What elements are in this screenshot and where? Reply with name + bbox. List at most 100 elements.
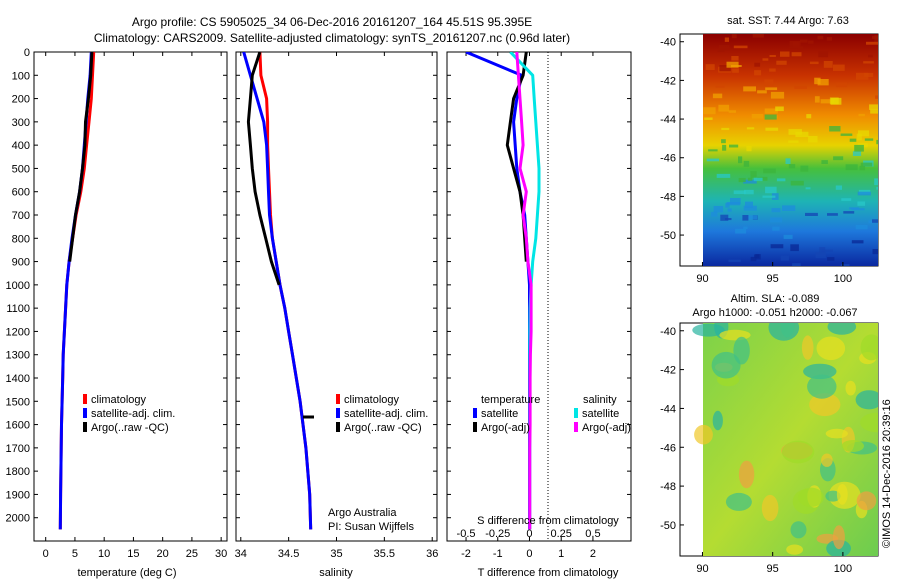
sst-texture-cell <box>754 254 760 258</box>
lat-tick-label: -48 <box>660 481 676 493</box>
legend-label-satellite: satellite-adj. clim. <box>91 408 175 420</box>
sst-texture-cell <box>863 61 874 64</box>
x-tick-label: 0 <box>526 548 532 560</box>
temperature-axes-box <box>33 51 228 542</box>
x-tick-label: -2 <box>461 548 471 560</box>
sst-texture-cell <box>757 90 767 94</box>
sst-texture-cell <box>771 208 781 213</box>
lon-tick-label: 100 <box>834 273 852 285</box>
sst-texture-cell <box>721 127 730 131</box>
sst-texture-cell <box>864 72 874 77</box>
sst-map-axes-ticks: -40 -42 -44 -46 -48 -50 90 95 100 <box>660 37 852 285</box>
legend-label-temp-argo: Argo(-adj) <box>481 422 530 434</box>
legend-label-sal-argo: Argo(-adj) <box>582 422 631 434</box>
sst-texture-cell <box>840 133 853 136</box>
sst-texture-cell <box>719 65 731 72</box>
figure-title-line1: Argo profile: CS 5905025_34 06-Dec-2016 … <box>132 15 532 29</box>
lon-tick-label: 90 <box>696 563 708 575</box>
x-tick-label: 15 <box>127 548 139 560</box>
sst-texture-cell <box>826 37 832 41</box>
sst-texture-cell <box>817 79 829 86</box>
sla-texture-blob <box>845 380 856 396</box>
salinity-panel: 34 34.5 35 35.5 36 salinity climatology sate… <box>235 51 438 579</box>
sst-texture-cell <box>806 114 812 119</box>
x-tick-label: 35 <box>330 548 342 560</box>
sst-texture-cell <box>797 46 804 51</box>
sst-texture-cell <box>706 158 720 162</box>
sst-texture-cell <box>859 165 866 171</box>
sst-texture-cell <box>772 226 780 231</box>
sst-texture-cell <box>764 108 778 114</box>
sst-texture-cell <box>808 40 814 44</box>
sla-texture-blob <box>798 487 824 507</box>
sst-texture-cell <box>780 255 789 261</box>
sst-texture-cell <box>849 207 860 210</box>
sst-texture-cell <box>872 219 878 223</box>
sla-texture-blob <box>855 390 878 410</box>
sst-texture-cell <box>738 177 746 183</box>
sla-texture-blob <box>825 490 841 502</box>
sst-texture-cell <box>849 138 857 142</box>
sst-texture-cell <box>876 139 878 145</box>
x-tick-label: 36 <box>426 548 438 560</box>
lat-tick-label: -50 <box>660 230 676 242</box>
sst-texture-cell <box>763 168 776 174</box>
temperature-line-argo-raw-qc <box>68 52 94 262</box>
depth-tick-label: 1700 <box>6 443 30 455</box>
legend-title-temperature: temperature <box>481 394 540 406</box>
sst-texture-cell <box>805 212 818 216</box>
lat-tick-label: -40 <box>660 37 676 49</box>
depth-tick-label: 800 <box>12 233 30 245</box>
difference-panel: -2 -1 0 1 2 -0.5 -0.25 0 0.25 0.5 S difference f… <box>446 51 632 579</box>
temperature-panel: 0100200300400500600700800900100011001200… <box>6 47 228 579</box>
sst-texture-cell <box>876 186 878 190</box>
sst-texture-cell <box>713 206 724 213</box>
sst-texture-cell <box>790 180 804 186</box>
x-tick-label: 34.5 <box>278 548 299 560</box>
sla-map-title-line2: Argo h1000: -0.051 h2000: -0.067 <box>692 307 857 319</box>
sst-texture-cell <box>733 45 748 49</box>
sst-texture-cell <box>722 144 727 151</box>
sst-texture-cell <box>829 97 839 105</box>
salinity-series <box>242 52 313 530</box>
sst-texture-cell <box>724 37 729 42</box>
sla-texture-blob <box>738 460 755 489</box>
legend-label-sal-satellite: satellite <box>582 408 619 420</box>
depth-tick-label: 200 <box>12 94 30 106</box>
sla-heatmap <box>692 323 878 556</box>
sst-texture-cell <box>814 77 821 85</box>
lat-tick-label: -42 <box>660 75 676 87</box>
depth-tick-label: 1000 <box>6 280 30 292</box>
figure-title-line2: Climatology: CARS2009. Satellite-adjuste… <box>94 31 570 45</box>
s-difference-tick-labels: -0.5 -0.25 0 0.25 0.5 <box>457 528 601 540</box>
s-diff-tick-label: 0.25 <box>550 528 571 540</box>
legend-title-salinity: salinity <box>583 394 617 406</box>
sst-texture-cell <box>868 54 873 58</box>
salinity-legend: climatology satellite-adj. clim. Argo(..… <box>336 394 428 434</box>
sst-texture-cell <box>818 51 829 58</box>
sst-texture-cell <box>868 220 874 224</box>
sst-texture-cell <box>753 177 763 182</box>
sla-texture-blob <box>733 336 750 365</box>
sst-texture-cell <box>762 58 769 61</box>
depth-tick-label: 1900 <box>6 489 30 501</box>
sst-texture-cell <box>716 173 731 178</box>
sst-texture-cell <box>843 211 855 214</box>
sst-texture-cell <box>788 129 802 135</box>
sst-texture-cell <box>856 72 869 80</box>
sst-texture-cell <box>754 62 761 67</box>
sst-texture-cell <box>872 249 878 255</box>
depth-tick-label: 700 <box>12 210 30 222</box>
sst-texture-cell <box>833 64 845 71</box>
sst-texture-cell <box>782 205 796 211</box>
s-diff-tick-label: 0 <box>526 528 532 540</box>
sst-texture-cell <box>715 85 725 88</box>
sst-texture-cell <box>738 156 743 164</box>
sst-texture-cell <box>769 68 776 72</box>
sst-texture-cell <box>746 127 755 130</box>
sst-texture-cell <box>840 264 850 266</box>
sst-texture-cell <box>829 126 841 132</box>
sst-texture-cell <box>856 133 862 141</box>
x-tick-label: 5 <box>72 548 78 560</box>
sst-texture-cell <box>845 164 858 171</box>
